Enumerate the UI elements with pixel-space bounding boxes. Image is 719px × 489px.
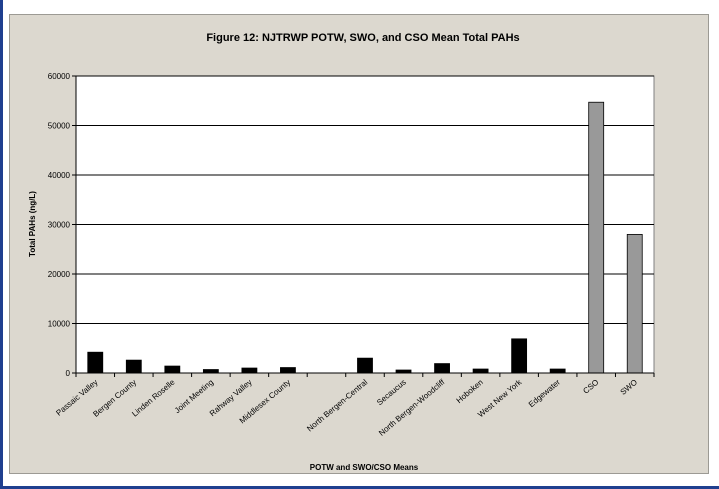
x-tick-label: Secaucus xyxy=(375,378,408,407)
x-tick-label: SWO xyxy=(619,378,639,397)
bar xyxy=(125,359,142,374)
y-axis-ticks: 0 10000 20000 30000 40000 50000 60000 xyxy=(48,72,76,378)
y-tick-label: 50000 xyxy=(48,122,71,131)
bar xyxy=(549,368,566,374)
bar xyxy=(511,338,528,374)
gridlines xyxy=(76,75,654,324)
bar xyxy=(357,357,373,374)
y-axis-title: Total PAHs (ng/L) xyxy=(28,191,37,257)
bars xyxy=(87,101,643,374)
y-tick-label: 40000 xyxy=(48,171,71,180)
bar xyxy=(626,233,643,374)
y-tick-label: 0 xyxy=(66,369,71,378)
y-tick-label: 20000 xyxy=(48,270,71,279)
x-tick-label: Hoboken xyxy=(455,378,485,405)
bar xyxy=(434,363,450,374)
y-tick-label: 10000 xyxy=(48,320,71,329)
bar xyxy=(472,368,489,374)
x-axis-title: POTW and SWO/CSO Means xyxy=(310,463,419,472)
bar xyxy=(280,367,296,374)
chart-title: Figure 12: NJTRWP POTW, SWO, and CSO Mea… xyxy=(206,32,519,44)
x-tick-label: Edgewater xyxy=(527,377,562,409)
x-tick-label: Linden Roselle xyxy=(130,377,177,418)
bar xyxy=(202,369,219,374)
bar xyxy=(588,101,605,374)
x-tick-label: CSO xyxy=(581,378,600,396)
y-tick-label: 60000 xyxy=(48,72,71,81)
x-tick-label: North Bergen-Woodcliff xyxy=(377,377,447,438)
bar xyxy=(241,367,258,374)
x-tick-label: North Bergen-Central xyxy=(305,378,369,434)
bar xyxy=(87,351,104,374)
y-tick-label: 30000 xyxy=(48,221,71,230)
bar xyxy=(164,365,181,374)
